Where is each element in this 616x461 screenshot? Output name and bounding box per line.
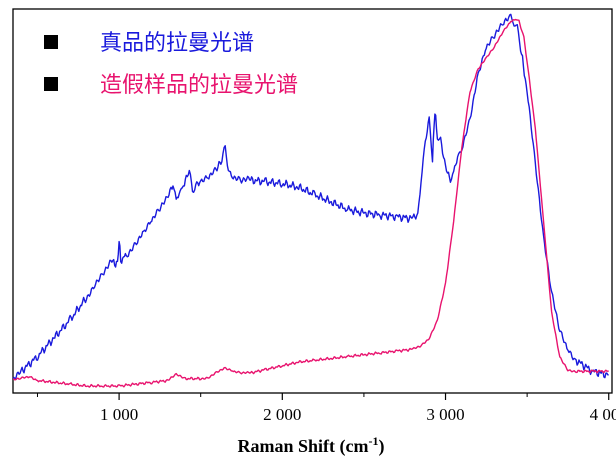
legend-label-genuine: 真品的拉曼光谱 bbox=[100, 31, 254, 56]
x-axis-title-close: ) bbox=[379, 436, 385, 457]
legend-label-counterfeit: 造假样品的拉曼光谱 bbox=[100, 73, 298, 98]
legend-marker-counterfeit bbox=[44, 77, 58, 91]
legend-marker-genuine bbox=[44, 35, 58, 49]
legend-item-genuine: 真品的拉曼光谱 bbox=[44, 31, 254, 56]
x-tick-label-2: 3 000 bbox=[426, 405, 464, 424]
x-tick-label-3: 4 000 bbox=[590, 405, 616, 424]
series-line-1 bbox=[13, 18, 609, 388]
x-axis-title-sup: -1 bbox=[369, 434, 379, 448]
plot-frame bbox=[12, 8, 613, 394]
x-tick-label-0: 1 000 bbox=[100, 405, 138, 424]
series-layer bbox=[12, 13, 609, 388]
x-tick-label-1: 2 000 bbox=[263, 405, 301, 424]
legend-item-counterfeit: 造假样品的拉曼光谱 bbox=[44, 73, 298, 98]
x-axis-title: Raman Shift (cm-1) bbox=[238, 434, 385, 457]
legend: 真品的拉曼光谱 造假样品的拉曼光谱 bbox=[44, 31, 298, 98]
x-axis: 1 000 2 000 3 000 4 000 bbox=[36, 393, 616, 424]
series-line-0 bbox=[12, 13, 609, 380]
x-axis-title-main: Raman Shift (cm bbox=[238, 436, 369, 457]
